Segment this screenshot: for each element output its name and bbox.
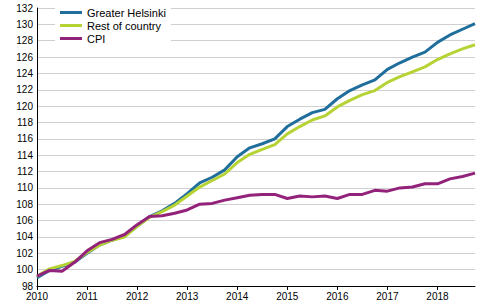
- svg-text:Rest of country: Rest of country: [87, 20, 161, 32]
- svg-text:114: 114: [17, 150, 33, 161]
- svg-text:100: 100: [16, 264, 33, 275]
- svg-text:116: 116: [17, 133, 33, 144]
- svg-text:118: 118: [17, 117, 33, 128]
- svg-text:122: 122: [16, 84, 33, 95]
- svg-text:106: 106: [16, 215, 33, 226]
- svg-text:Greater Helsinki: Greater Helsinki: [87, 7, 166, 19]
- svg-text:124: 124: [16, 68, 33, 79]
- svg-text:120: 120: [16, 101, 33, 112]
- svg-text:132: 132: [16, 3, 33, 14]
- svg-text:104: 104: [16, 231, 33, 242]
- svg-text:2012: 2012: [126, 291, 149, 302]
- svg-text:2010: 2010: [26, 291, 49, 302]
- svg-text:130: 130: [16, 19, 33, 30]
- svg-text:2013: 2013: [176, 291, 199, 302]
- svg-text:2016: 2016: [326, 291, 349, 302]
- svg-text:2018: 2018: [426, 291, 449, 302]
- svg-text:2014: 2014: [226, 291, 249, 302]
- svg-text:126: 126: [16, 52, 33, 63]
- svg-text:108: 108: [16, 199, 33, 210]
- svg-text:102: 102: [16, 248, 33, 259]
- svg-text:98: 98: [21, 280, 33, 292]
- svg-text:2015: 2015: [276, 291, 299, 302]
- svg-text:CPI: CPI: [87, 33, 105, 45]
- svg-text:110: 110: [17, 182, 33, 193]
- svg-text:2017: 2017: [376, 291, 399, 302]
- svg-text:2011: 2011: [76, 291, 98, 302]
- svg-text:128: 128: [16, 35, 33, 46]
- svg-text:112: 112: [17, 166, 33, 177]
